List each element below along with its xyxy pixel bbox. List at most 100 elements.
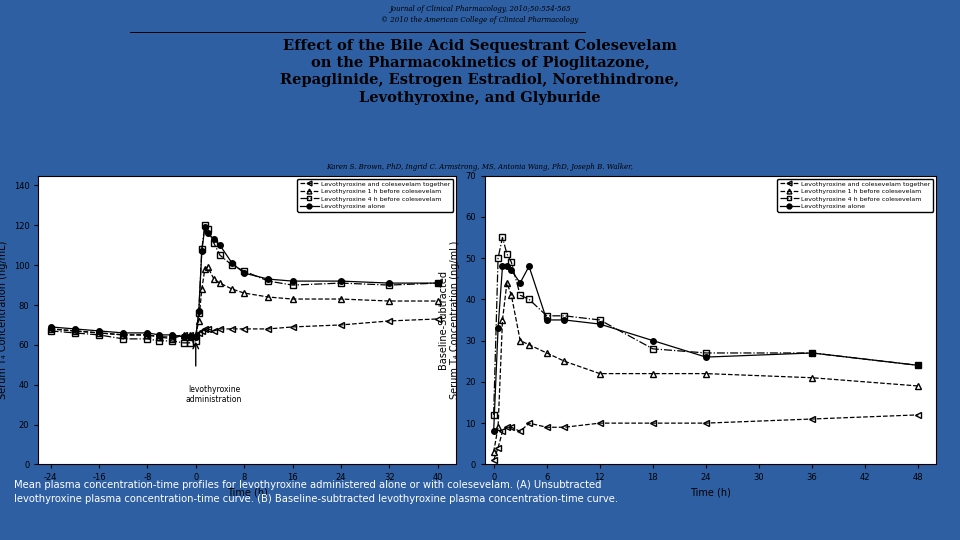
Levothyroxine 4 h before colesevelam: [238, 268, 250, 274]
Levothyroxine alone: [193, 308, 204, 314]
Levothyroxine alone: [166, 332, 178, 338]
Levothyroxine 1 h before colesevelam: [559, 358, 570, 365]
Levothyroxine and colesevelam together: [492, 444, 504, 451]
Levothyroxine 1 h before colesevelam: [199, 266, 210, 272]
Levothyroxine and colesevelam together: [227, 326, 238, 332]
Levothyroxine 1 h before colesevelam: [287, 296, 299, 302]
Line: Levothyroxine alone: Levothyroxine alone: [491, 264, 921, 434]
Line: Levothyroxine and colesevelam together: Levothyroxine and colesevelam together: [48, 316, 441, 340]
Levothyroxine 4 h before colesevelam: [492, 255, 504, 261]
Levothyroxine 1 h before colesevelam: [184, 332, 196, 338]
Levothyroxine 4 h before colesevelam: [178, 340, 189, 346]
Levothyroxine alone: [432, 280, 444, 286]
Levothyroxine 1 h before colesevelam: [647, 370, 659, 377]
Line: Levothyroxine 4 h before colesevelam: Levothyroxine 4 h before colesevelam: [47, 222, 442, 346]
Levothyroxine 1 h before colesevelam: [432, 298, 444, 304]
Levothyroxine 4 h before colesevelam: [501, 251, 513, 257]
Levothyroxine 1 h before colesevelam: [506, 292, 517, 299]
Levothyroxine and colesevelam together: [154, 334, 165, 340]
Levothyroxine 1 h before colesevelam: [515, 338, 526, 344]
Levothyroxine and colesevelam together: [432, 316, 444, 322]
Levothyroxine alone: [263, 276, 275, 282]
Levothyroxine 1 h before colesevelam: [166, 336, 178, 342]
Levothyroxine and colesevelam together: [700, 420, 711, 427]
Levothyroxine and colesevelam together: [199, 326, 210, 332]
Levothyroxine alone: [190, 334, 202, 340]
Levothyroxine 1 h before colesevelam: [117, 332, 129, 338]
Levothyroxine alone: [184, 334, 196, 340]
Levothyroxine 1 h before colesevelam: [523, 341, 535, 348]
Levothyroxine and colesevelam together: [193, 329, 204, 336]
Levothyroxine alone: [700, 354, 711, 360]
Levothyroxine and colesevelam together: [166, 334, 178, 340]
Levothyroxine 4 h before colesevelam: [335, 280, 347, 286]
Levothyroxine 1 h before colesevelam: [178, 332, 189, 338]
Levothyroxine alone: [196, 248, 207, 254]
Line: Levothyroxine 1 h before colesevelam: Levothyroxine 1 h before colesevelam: [491, 279, 922, 456]
Levothyroxine 1 h before colesevelam: [384, 298, 396, 304]
Line: Levothyroxine and colesevelam together: Levothyroxine and colesevelam together: [491, 412, 921, 463]
Levothyroxine 1 h before colesevelam: [227, 286, 238, 292]
Levothyroxine and colesevelam together: [384, 318, 396, 324]
Levothyroxine alone: [117, 329, 129, 336]
Levothyroxine 4 h before colesevelam: [263, 278, 275, 285]
Levothyroxine 1 h before colesevelam: [594, 370, 606, 377]
Levothyroxine and colesevelam together: [523, 420, 535, 427]
Levothyroxine 1 h before colesevelam: [238, 290, 250, 296]
Levothyroxine and colesevelam together: [541, 424, 553, 430]
Levothyroxine 1 h before colesevelam: [141, 332, 153, 338]
Levothyroxine and colesevelam together: [515, 428, 526, 435]
Levothyroxine and colesevelam together: [238, 326, 250, 332]
Y-axis label: Baseline-Subtracted
Serum T₄ Concentration (ng/mL): Baseline-Subtracted Serum T₄ Concentrati…: [438, 241, 460, 399]
Levothyroxine and colesevelam together: [496, 428, 508, 435]
Legend: Levothyroxine and colesevelam together, Levothyroxine 1 h before colesevelam, Le: Levothyroxine and colesevelam together, …: [298, 179, 453, 212]
Levothyroxine alone: [93, 328, 105, 334]
Levothyroxine alone: [523, 263, 535, 269]
Levothyroxine 4 h before colesevelam: [523, 296, 535, 302]
Levothyroxine alone: [178, 334, 189, 340]
Levothyroxine alone: [214, 242, 226, 248]
Levothyroxine 1 h before colesevelam: [501, 280, 513, 286]
Levothyroxine and colesevelam together: [806, 416, 818, 422]
Levothyroxine and colesevelam together: [203, 326, 214, 332]
Levothyroxine 4 h before colesevelam: [700, 350, 711, 356]
Levothyroxine alone: [69, 326, 81, 332]
Levothyroxine and colesevelam together: [196, 328, 207, 334]
Levothyroxine and colesevelam together: [117, 332, 129, 338]
Levothyroxine and colesevelam together: [178, 332, 189, 338]
Levothyroxine 1 h before colesevelam: [190, 332, 202, 338]
Levothyroxine 4 h before colesevelam: [432, 280, 444, 286]
Levothyroxine alone: [647, 338, 659, 344]
X-axis label: Time (h): Time (h): [690, 488, 731, 498]
Levothyroxine 1 h before colesevelam: [335, 296, 347, 302]
Levothyroxine alone: [238, 270, 250, 276]
Levothyroxine 4 h before colesevelam: [214, 252, 226, 259]
Levothyroxine 4 h before colesevelam: [190, 338, 202, 344]
Levothyroxine 1 h before colesevelam: [496, 316, 508, 323]
Levothyroxine and colesevelam together: [141, 332, 153, 338]
Levothyroxine 4 h before colesevelam: [594, 316, 606, 323]
Levothyroxine 1 h before colesevelam: [93, 329, 105, 336]
Levothyroxine 4 h before colesevelam: [154, 338, 165, 344]
Levothyroxine alone: [913, 362, 924, 369]
Levothyroxine and colesevelam together: [335, 322, 347, 328]
Levothyroxine 1 h before colesevelam: [196, 286, 207, 292]
Levothyroxine 4 h before colesevelam: [93, 332, 105, 338]
Levothyroxine 4 h before colesevelam: [647, 346, 659, 352]
Levothyroxine alone: [384, 280, 396, 286]
Levothyroxine 4 h before colesevelam: [488, 411, 499, 418]
Levothyroxine 4 h before colesevelam: [166, 338, 178, 344]
Levothyroxine alone: [203, 230, 214, 237]
Legend: Levothyroxine and colesevelam together, Levothyroxine 1 h before colesevelam, Le: Levothyroxine and colesevelam together, …: [778, 179, 933, 212]
Levothyroxine alone: [559, 316, 570, 323]
Levothyroxine 1 h before colesevelam: [154, 334, 165, 340]
Levothyroxine and colesevelam together: [214, 326, 226, 332]
Levothyroxine and colesevelam together: [506, 424, 517, 430]
Line: Levothyroxine 4 h before colesevelam: Levothyroxine 4 h before colesevelam: [491, 234, 922, 418]
Levothyroxine alone: [492, 325, 504, 332]
Levothyroxine 4 h before colesevelam: [541, 313, 553, 319]
Levothyroxine alone: [501, 263, 513, 269]
Levothyroxine and colesevelam together: [45, 326, 57, 332]
Levothyroxine 4 h before colesevelam: [141, 336, 153, 342]
Levothyroxine 1 h before colesevelam: [541, 350, 553, 356]
